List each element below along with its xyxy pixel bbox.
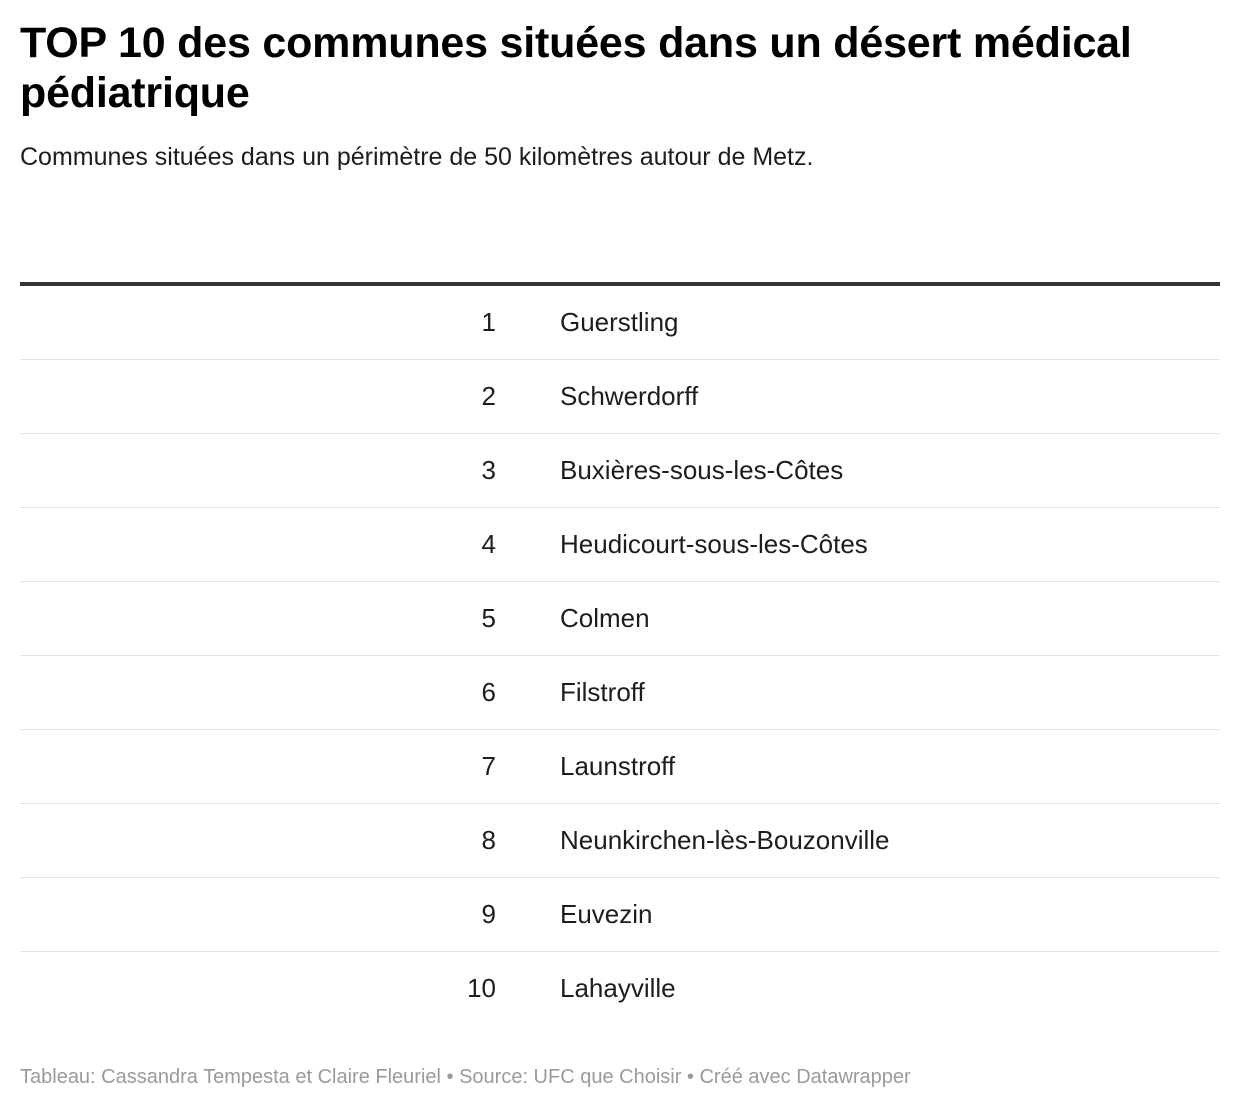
page-subtitle: Communes situées dans un périmètre de 50… <box>20 143 814 171</box>
commune-cell: Euvezin <box>560 899 653 929</box>
commune-cell: Heudicourt-sous-les-Côtes <box>560 529 868 559</box>
commune-cell: Colmen <box>560 603 650 633</box>
table-row: 2 Schwerdorff <box>20 360 1220 434</box>
rank-cell: 5 <box>481 603 496 633</box>
commune-cell: Filstroff <box>560 677 645 707</box>
commune-cell: Buxières-sous-les-Côtes <box>560 455 844 485</box>
table-row: 6 Filstroff <box>20 656 1220 730</box>
table-row: 4 Heudicourt-sous-les-Côtes <box>20 508 1220 582</box>
rank-cell: 3 <box>481 455 496 485</box>
table-row: 9 Euvezin <box>20 878 1220 952</box>
page-title: TOP 10 des communes situées dans un dése… <box>20 19 1132 117</box>
commune-cell: Neunkirchen-lès-Bouzonville <box>560 825 890 855</box>
source-footer: Tableau: Cassandra Tempesta et Claire Fl… <box>20 1066 911 1088</box>
rank-cell: 2 <box>481 381 496 411</box>
rank-cell: 1 <box>481 307 496 337</box>
rank-cell: 8 <box>481 825 496 855</box>
rank-cell: 7 <box>481 751 496 781</box>
table-row: 1 Guerstling <box>20 286 1220 360</box>
commune-cell: Lahayville <box>560 973 676 1003</box>
table-row: 8 Neunkirchen-lès-Bouzonville <box>20 804 1220 878</box>
ranking-table: 1 Guerstling 2 Schwerdorff 3 Buxières-so… <box>20 282 1220 1025</box>
rank-cell: 4 <box>481 529 496 559</box>
rank-cell: 6 <box>481 677 496 707</box>
table-row: 3 Buxières-sous-les-Côtes <box>20 434 1220 508</box>
rank-cell: 10 <box>467 973 496 1003</box>
table-row: 5 Colmen <box>20 582 1220 656</box>
commune-cell: Guerstling <box>560 307 679 337</box>
commune-cell: Launstroff <box>560 751 676 781</box>
table-row: 7 Launstroff <box>20 730 1220 804</box>
table-row: 10 Lahayville <box>20 952 1220 1025</box>
commune-cell: Schwerdorff <box>560 381 699 411</box>
rank-cell: 9 <box>481 899 496 929</box>
